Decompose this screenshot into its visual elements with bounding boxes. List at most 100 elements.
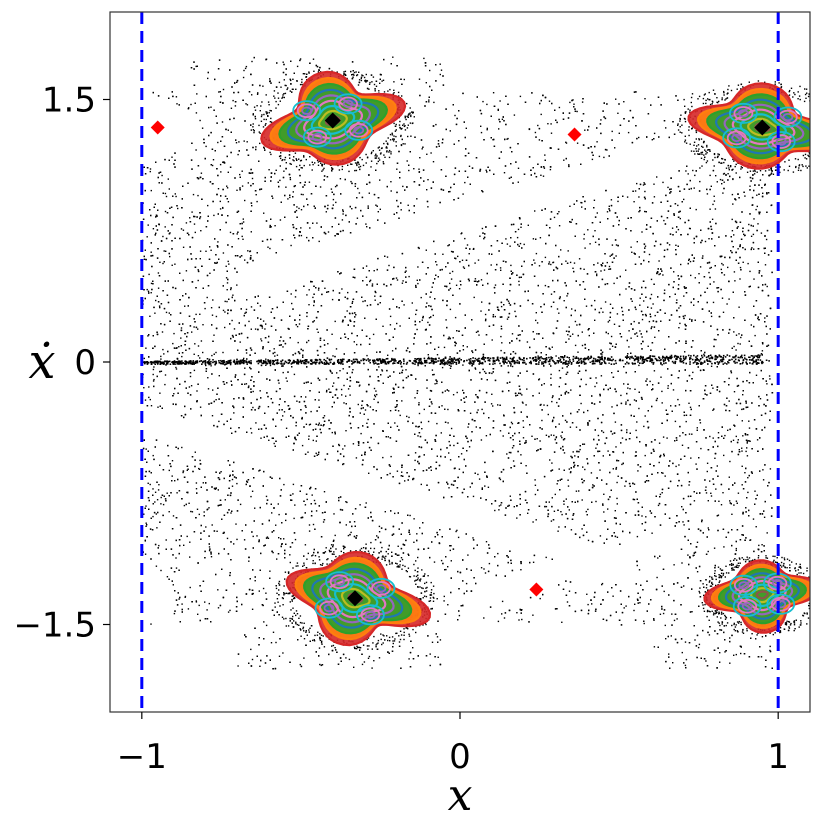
sea-dot — [356, 343, 358, 346]
sea-dot — [607, 508, 609, 510]
sea-dot — [356, 217, 359, 219]
sea-dot — [708, 619, 710, 621]
sea-dot — [743, 233, 745, 235]
sea-dot — [737, 342, 739, 345]
sea-dot — [763, 516, 766, 518]
sea-dot — [449, 308, 452, 311]
sea-dot — [251, 658, 254, 661]
sea-dot — [484, 485, 486, 487]
sea-dot — [308, 524, 311, 526]
sea-dot — [394, 422, 396, 424]
sea-dot — [721, 297, 724, 299]
sea-dot — [610, 335, 613, 338]
sea-dot — [161, 331, 164, 333]
sea-dot — [305, 406, 307, 408]
sea-dot — [755, 526, 757, 528]
sea-dot — [420, 296, 422, 299]
sea-dot — [418, 402, 420, 404]
sea-dot — [755, 208, 757, 211]
sea-dot — [420, 483, 422, 486]
sea-dot — [312, 296, 314, 299]
sea-dot — [389, 324, 392, 326]
sea-dot — [454, 316, 457, 319]
sea-dot — [736, 385, 739, 387]
sea-dot — [211, 314, 214, 316]
sea-dot — [241, 170, 243, 172]
sea-dot — [250, 306, 253, 308]
sea-dot — [195, 488, 198, 490]
sea-dot — [220, 171, 222, 173]
sea-dot — [511, 333, 514, 335]
sea-dot — [272, 197, 274, 199]
sea-dot — [639, 304, 641, 306]
sea-dot — [185, 222, 188, 224]
sea-dot — [558, 526, 560, 528]
sea-dot — [445, 568, 447, 571]
sea-dot — [397, 410, 400, 412]
sea-dot — [345, 395, 347, 397]
sea-dot — [506, 318, 509, 320]
sea-dot — [681, 651, 683, 654]
sea-dot — [368, 472, 370, 474]
sea-dot — [259, 665, 261, 667]
sea-dot — [638, 407, 640, 410]
sea-dot — [699, 592, 701, 594]
sea-dot — [712, 437, 714, 439]
sea-dot — [275, 169, 277, 171]
sea-dot — [168, 469, 170, 472]
sea-dot — [719, 661, 721, 663]
sea-dot — [634, 603, 636, 605]
sea-dot — [396, 405, 398, 408]
sea-dot — [588, 334, 590, 337]
sea-dot — [766, 383, 768, 385]
sea-dot — [261, 327, 264, 329]
sea-dot — [157, 489, 160, 491]
sea-dot — [245, 65, 248, 68]
sea-dot — [163, 353, 165, 355]
sea-dot — [491, 372, 493, 375]
sea-dot — [710, 315, 713, 318]
sea-dot — [181, 603, 183, 605]
sea-dot — [296, 400, 298, 402]
sea-dot — [511, 447, 514, 449]
sea-dot — [149, 483, 151, 486]
sea-dot — [539, 597, 541, 600]
sea-dot — [172, 584, 174, 586]
sea-dot — [381, 546, 383, 549]
sea-dot — [455, 530, 457, 533]
sea-dot — [735, 547, 737, 550]
sea-dot — [535, 312, 537, 314]
sea-dot — [271, 437, 273, 439]
sea-dot — [651, 139, 653, 141]
sea-dot — [323, 339, 325, 341]
sea-dot — [350, 531, 352, 534]
sea-dot — [296, 325, 299, 328]
sea-dot — [449, 282, 451, 285]
sea-dot — [149, 315, 151, 317]
sea-dot — [770, 173, 772, 175]
sea-dot — [178, 346, 180, 348]
sea-dot — [220, 471, 222, 473]
sea-dot — [418, 412, 421, 415]
sea-dot — [516, 236, 519, 239]
sea-dot — [497, 404, 499, 406]
sea-dot — [543, 404, 545, 406]
sea-dot — [708, 271, 710, 274]
sea-dot — [583, 443, 586, 445]
sea-dot — [174, 193, 176, 195]
sea-dot — [557, 530, 559, 532]
sea-dot — [715, 488, 717, 490]
sea-dot — [312, 439, 314, 442]
sea-dot — [520, 569, 522, 571]
sea-dot — [265, 358, 267, 360]
sea-dot — [684, 351, 686, 353]
sea-dot — [653, 196, 656, 198]
sea-dot — [268, 169, 270, 171]
sea-dot — [502, 435, 504, 437]
sea-dot — [692, 371, 694, 374]
sea-dot — [427, 321, 429, 324]
sea-dot — [761, 350, 764, 352]
sea-dot — [198, 468, 201, 470]
sea-dot — [581, 528, 583, 530]
sea-dot — [595, 447, 597, 449]
